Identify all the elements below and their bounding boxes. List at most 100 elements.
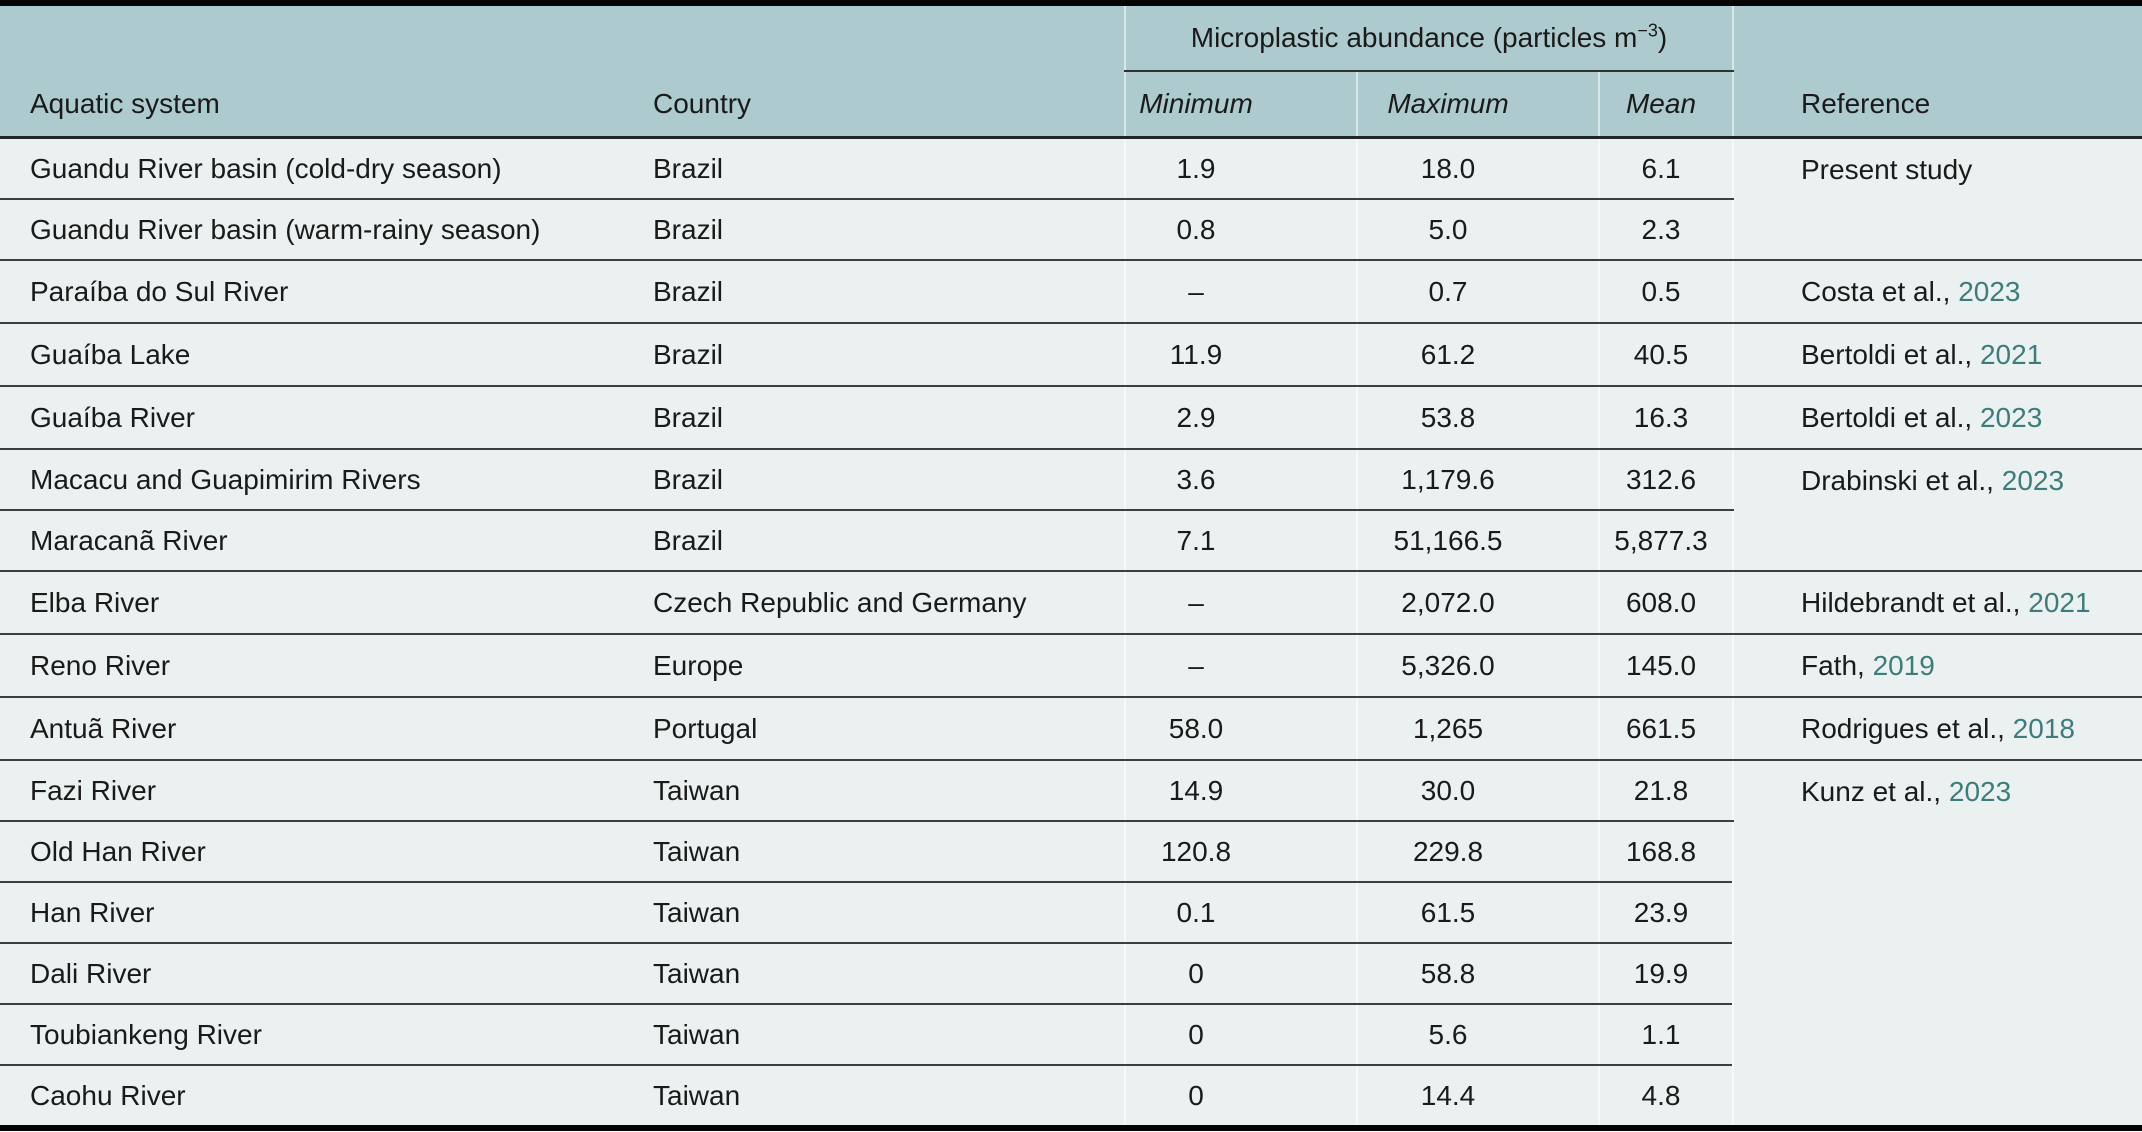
citation-year-link[interactable]: 2023 <box>1979 402 2043 433</box>
table-row: Guandu River basin (warm-rainy season) Br… <box>0 199 2142 261</box>
reference-cell: Hildebrandt et al., 2021 <box>1732 571 2142 635</box>
reference-cell: Drabinski et al., 2023 <box>1732 449 2142 572</box>
reference-cell: Present study <box>1732 137 2142 261</box>
minimum-value-cell: 0 <box>1124 1004 1357 1066</box>
mean-value-cell: 5,877.3 <box>1598 510 1733 572</box>
minimum-value-cell: 0.1 <box>1124 882 1357 944</box>
citation-author-label: Fath, <box>1801 650 1865 681</box>
reference-cell: Fath, 2019 <box>1732 634 2142 698</box>
column-header-minimum: Minimum <box>1124 71 1357 139</box>
maximum-value-cell: 30.0 <box>1356 760 1599 822</box>
mean-value-cell: 16.3 <box>1598 386 1733 450</box>
country-cell: Brazil <box>645 260 1125 324</box>
group-header-suffix: ) <box>1657 22 1668 53</box>
minimum-value-cell: 1.9 <box>1124 137 1357 200</box>
group-spacer-system <box>0 3 645 71</box>
mean-value-cell: 145.0 <box>1598 634 1733 698</box>
table-row: Caohu River Taiwan 0 14.4 4.8 <box>0 1065 2142 1128</box>
citation-author-label: Costa et al., <box>1801 276 1951 307</box>
mean-value-cell: 2.3 <box>1598 199 1733 261</box>
aquatic-system-cell: Guandu River basin (cold-dry season) <box>0 137 645 200</box>
mean-value-cell: 0.5 <box>1598 260 1733 324</box>
maximum-value-cell: 61.2 <box>1356 323 1599 387</box>
maximum-value-cell: 1,179.6 <box>1356 449 1599 511</box>
maximum-value-cell: 229.8 <box>1356 821 1599 883</box>
aquatic-system-cell: Guaíba Lake <box>0 323 645 387</box>
citation-author-label: Kunz et al., <box>1801 776 1942 807</box>
table-row: Paraíba do Sul River Brazil –0.7 0.5 Costa e… <box>0 260 2142 324</box>
citation-year-link[interactable]: 2018 <box>2012 713 2075 744</box>
table-row: Old Han River Taiwan 120.8 229.8 168.8 <box>0 821 2142 883</box>
minimum-value-cell: 7.1 <box>1124 510 1357 572</box>
maximum-value-cell: 14.4 <box>1356 1065 1599 1128</box>
minimum-value-cell: – <box>1124 634 1357 698</box>
citation-year-link[interactable]: 2023 <box>1948 776 2012 807</box>
reference-citation: Bertoldi et al., 2023 <box>1801 387 2142 448</box>
country-cell: Portugal <box>645 697 1125 761</box>
column-header-maximum: Maximum <box>1356 71 1599 139</box>
minimum-value-cell: 2.9 <box>1124 386 1357 450</box>
country-cell: Czech Republic and Germany <box>645 571 1125 635</box>
reference-citation: Bertoldi et al., 2021 <box>1801 324 2142 385</box>
citation-year-link[interactable]: 2023 <box>1958 276 2021 307</box>
minimum-value-cell: 0 <box>1124 1065 1357 1128</box>
mean-value-cell: 23.9 <box>1598 882 1733 944</box>
citation-year-link[interactable]: 2021 <box>1979 339 2043 370</box>
table-row: Guaíba River Brazil 2.9 53.8 16.3 Bertoldi et… <box>0 386 2142 450</box>
mean-value-cell: 1.1 <box>1598 1004 1733 1066</box>
aquatic-system-cell: Maracanã River <box>0 510 645 572</box>
aquatic-system-cell: Caohu River <box>0 1065 645 1128</box>
column-header-reference: Reference <box>1732 71 2142 139</box>
table-row: Dali River Taiwan 0 58.8 19.9 <box>0 943 2142 1005</box>
table-row: Macacu and Guapimirim Rivers Brazil 3.6 1,1… <box>0 449 2142 572</box>
aquatic-system-cell: Guaíba River <box>0 386 645 450</box>
maximum-value-cell: 51,166.5 <box>1356 510 1599 572</box>
country-cell: Taiwan <box>645 821 1125 883</box>
country-cell: Brazil <box>645 449 1125 511</box>
citation-year-link[interactable]: 2021 <box>2028 587 2091 618</box>
citation-author-label: Hildebrandt et al., <box>1801 587 2021 618</box>
reference-cell: Costa et al., 2023 <box>1732 260 2142 324</box>
aquatic-system-cell: Dali River <box>0 943 645 1005</box>
mean-value-cell: 168.8 <box>1598 821 1733 883</box>
citation-year-link[interactable]: 2023 <box>2001 465 2065 496</box>
reference-cell: Kunz et al., 2023 <box>1732 760 2142 1129</box>
country-cell: Taiwan <box>645 760 1125 822</box>
table-body: Guandu River basin (cold-dry season) Braz… <box>0 137 2142 1129</box>
country-cell: Europe <box>645 634 1125 698</box>
table-row: Fazi River Taiwan 14.9 30.0 21.8 Kunz et al.,… <box>0 760 2142 1129</box>
aquatic-system-cell: Fazi River <box>0 760 645 822</box>
group-header-microplastic-abundance: Microplastic abundance (particles m−3) <box>1124 3 1733 72</box>
maximum-value-cell: 58.8 <box>1356 943 1599 1005</box>
maximum-value-cell: 5,326.0 <box>1356 634 1599 698</box>
country-cell: Brazil <box>645 137 1125 200</box>
reference-citation: Drabinski et al., 2023 <box>1801 450 2142 511</box>
maximum-value-cell: 53.8 <box>1356 386 1599 450</box>
maximum-value-cell: 5.0 <box>1356 199 1599 261</box>
aquatic-system-cell: Macacu and Guapimirim Rivers <box>0 449 645 511</box>
country-cell: Brazil <box>645 510 1125 572</box>
minimum-value-cell: 14.9 <box>1124 760 1357 822</box>
country-cell: Brazil <box>645 199 1125 261</box>
minimum-value-cell: 3.6 <box>1124 449 1357 511</box>
minimum-value-cell: – <box>1124 571 1357 635</box>
citation-author-label: Present study <box>1801 154 1973 185</box>
country-cell: Brazil <box>645 323 1125 387</box>
citation-author-label: Rodrigues et al., <box>1801 713 2005 744</box>
minimum-value-cell: 11.9 <box>1124 323 1357 387</box>
citation-author-label: Drabinski et al., <box>1801 465 1994 496</box>
maximum-value-cell: 1,265 <box>1356 697 1599 761</box>
table-row: Han River Taiwan 0.1 61.5 23.9 <box>0 882 2142 944</box>
table-header: Microplastic abundance (particles m−3) A… <box>0 3 2142 139</box>
minimum-value-cell: – <box>1124 260 1357 324</box>
table-row: Guandu River basin (cold-dry season) Braz… <box>0 137 2142 261</box>
mean-value-cell: 608.0 <box>1598 571 1733 635</box>
reference-citation: Kunz et al., 2023 <box>1801 761 2142 822</box>
group-spacer-country <box>645 3 1125 71</box>
mean-value-cell: 312.6 <box>1598 449 1733 511</box>
citation-year-link[interactable]: 2019 <box>1872 650 1935 681</box>
column-header-row: Aquatic system Country Minimum Maximum M… <box>0 71 2142 139</box>
aquatic-system-cell: Old Han River <box>0 821 645 883</box>
minimum-value-cell: 0.8 <box>1124 199 1357 261</box>
